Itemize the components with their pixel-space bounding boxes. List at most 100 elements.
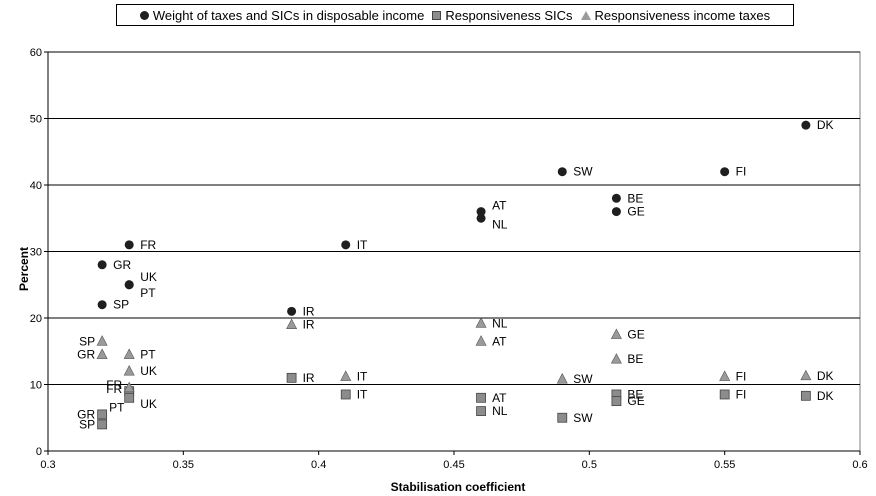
point-label: IT (357, 238, 368, 252)
x-axis-title: Stabilisation coefficient (390, 480, 526, 494)
data-point-triangle (610, 353, 622, 364)
legend-item-weight: Weight of taxes and SICs in disposable i… (139, 7, 425, 23)
point-label: NL (492, 404, 508, 418)
point-label: SW (573, 165, 593, 179)
data-point-triangle (123, 381, 135, 393)
point-label: GE (627, 394, 644, 408)
circle-marker-icon (139, 10, 149, 20)
point-label: BE (627, 387, 643, 401)
data-point-square (800, 390, 811, 401)
y-tick-label: 30 (30, 247, 42, 259)
x-tick-label: 0.4 (311, 459, 326, 471)
point-label: DK (817, 389, 834, 403)
data-point-circle (611, 207, 621, 217)
data-point-triangle (719, 370, 731, 381)
point-label: FR (106, 378, 122, 392)
point-label: IT (357, 370, 368, 384)
point-label: SW (573, 372, 593, 386)
data-point-circle (124, 280, 134, 290)
chart-legend: Weight of taxes and SICs in disposable i… (116, 4, 794, 26)
point-label: SP (79, 417, 95, 431)
data-point-circle (557, 167, 567, 177)
point-label: SP (113, 298, 129, 312)
data-point-square (476, 392, 486, 403)
point-label: IR (303, 304, 315, 318)
point-label: DK (817, 118, 834, 132)
data-point-circle (476, 207, 486, 217)
point-label: PT (140, 348, 156, 362)
data-point-square (557, 412, 568, 423)
x-tick-label: 0.35 (173, 459, 194, 471)
x-tick-label: 0.5 (582, 459, 597, 471)
y-tick-label: 20 (30, 313, 42, 325)
data-point-square (611, 396, 622, 407)
point-label: BE (627, 352, 643, 366)
data-point-triangle (96, 348, 108, 359)
point-label: NL (492, 217, 508, 231)
y-tick-label: 10 (30, 380, 42, 392)
x-tick-label: 0.55 (714, 459, 735, 471)
data-point-square (97, 419, 108, 430)
data-point-circle (611, 193, 621, 203)
point-label: PT (109, 400, 125, 414)
data-point-square (340, 389, 351, 400)
x-tick-label: 0.3 (40, 459, 55, 471)
data-point-circle (341, 240, 351, 250)
point-label: IT (357, 387, 368, 401)
data-point-square (476, 406, 486, 417)
data-point-circle (476, 213, 486, 223)
data-point-square (97, 409, 108, 420)
point-label: AT (492, 334, 507, 348)
y-tick-label: 40 (30, 180, 42, 192)
y-axis-title: Percent (17, 246, 31, 292)
legend-label-weight: Weight of taxes and SICs in disposable i… (152, 7, 425, 23)
legend-label-income-taxes: Responsiveness income taxes (594, 7, 771, 23)
point-label: AT (492, 391, 507, 405)
point-label: FI (736, 387, 747, 401)
triangle-marker-icon (580, 10, 591, 20)
data-point-triangle (556, 373, 568, 384)
data-point-circle (801, 120, 811, 130)
point-label: GE (627, 205, 644, 219)
point-label: FR (140, 238, 156, 252)
point-label: AT (492, 199, 507, 213)
point-label: GR (77, 407, 95, 421)
square-marker-icon (432, 10, 442, 20)
point-label: NL (492, 316, 508, 330)
point-label: GR (77, 348, 95, 362)
data-point-circle (287, 306, 297, 316)
point-label: FI (736, 370, 747, 384)
point-label: BE (627, 191, 643, 205)
data-point-triangle (475, 335, 487, 346)
point-label: IR (303, 371, 315, 385)
y-tick-label: 60 (30, 47, 42, 59)
data-point-square (719, 389, 730, 400)
x-tick-label: 0.45 (443, 459, 464, 471)
data-point-triangle (610, 328, 622, 339)
data-point-circle (720, 167, 730, 177)
point-label: UK (140, 397, 157, 411)
point-label: GR (113, 258, 131, 272)
data-point-circle (124, 240, 134, 250)
data-point-triangle (475, 317, 487, 328)
data-point-square (286, 372, 297, 383)
legend-label-sics: Responsiveness SICs (445, 7, 573, 23)
data-point-triangle (340, 370, 352, 381)
point-label: GE (627, 328, 644, 342)
point-label: FI (736, 165, 747, 179)
y-tick-label: 50 (30, 114, 42, 126)
data-point-triangle (286, 318, 298, 329)
point-label: SP (79, 334, 95, 348)
data-point-square (124, 392, 135, 403)
data-point-triangle (800, 369, 812, 381)
point-label: UK (140, 270, 157, 284)
point-label: DK (817, 369, 834, 383)
point-label: FR (106, 382, 122, 396)
data-point-triangle (96, 335, 108, 346)
legend-item-sics: Responsiveness SICs (432, 7, 573, 23)
data-point-circle (97, 260, 107, 270)
data-point-triangle (123, 365, 135, 376)
point-label: SW (573, 411, 593, 425)
legend-item-income-taxes: Responsiveness income taxes (580, 7, 771, 23)
